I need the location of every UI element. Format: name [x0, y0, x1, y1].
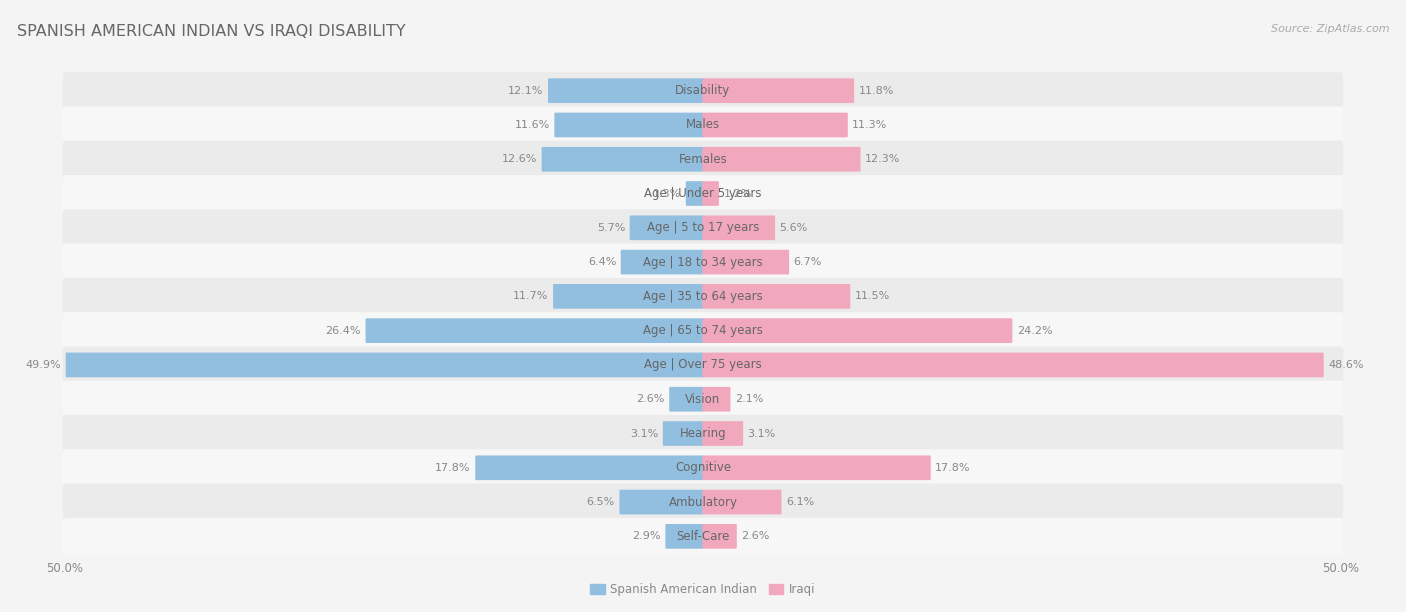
Text: Age | Under 5 years: Age | Under 5 years — [644, 187, 762, 200]
FancyBboxPatch shape — [669, 387, 703, 411]
Text: Age | 65 to 74 years: Age | 65 to 74 years — [643, 324, 763, 337]
FancyBboxPatch shape — [703, 353, 1323, 377]
FancyBboxPatch shape — [66, 353, 703, 377]
Text: 3.1%: 3.1% — [748, 428, 776, 439]
FancyBboxPatch shape — [662, 421, 703, 446]
Text: 12.1%: 12.1% — [508, 86, 544, 95]
Text: 12.3%: 12.3% — [865, 154, 900, 164]
FancyBboxPatch shape — [63, 141, 1343, 177]
Text: 17.8%: 17.8% — [935, 463, 970, 473]
Text: Ambulatory: Ambulatory — [668, 496, 738, 509]
FancyBboxPatch shape — [703, 387, 731, 411]
Text: 26.4%: 26.4% — [326, 326, 361, 335]
Text: 11.5%: 11.5% — [855, 291, 890, 301]
Text: 6.1%: 6.1% — [786, 497, 814, 507]
Text: Age | 5 to 17 years: Age | 5 to 17 years — [647, 222, 759, 234]
Text: 11.8%: 11.8% — [859, 86, 894, 95]
Text: 11.3%: 11.3% — [852, 120, 887, 130]
Text: 17.8%: 17.8% — [436, 463, 471, 473]
FancyBboxPatch shape — [63, 518, 1343, 555]
FancyBboxPatch shape — [703, 524, 737, 549]
Text: Self-Care: Self-Care — [676, 530, 730, 543]
FancyBboxPatch shape — [703, 250, 789, 274]
Text: Disability: Disability — [675, 84, 731, 97]
FancyBboxPatch shape — [541, 147, 703, 171]
Text: 1.2%: 1.2% — [724, 188, 752, 198]
Text: SPANISH AMERICAN INDIAN VS IRAQI DISABILITY: SPANISH AMERICAN INDIAN VS IRAQI DISABIL… — [17, 24, 405, 40]
FancyBboxPatch shape — [548, 78, 703, 103]
Text: 48.6%: 48.6% — [1329, 360, 1364, 370]
Text: 2.9%: 2.9% — [633, 531, 661, 542]
Text: 2.6%: 2.6% — [741, 531, 769, 542]
Text: Age | 35 to 64 years: Age | 35 to 64 years — [643, 290, 763, 303]
FancyBboxPatch shape — [63, 346, 1343, 384]
FancyBboxPatch shape — [703, 455, 931, 480]
FancyBboxPatch shape — [63, 483, 1343, 521]
FancyBboxPatch shape — [703, 490, 782, 515]
FancyBboxPatch shape — [63, 244, 1343, 281]
Text: 12.6%: 12.6% — [502, 154, 537, 164]
FancyBboxPatch shape — [63, 312, 1343, 349]
FancyBboxPatch shape — [686, 181, 703, 206]
FancyBboxPatch shape — [703, 181, 718, 206]
Text: Age | Over 75 years: Age | Over 75 years — [644, 359, 762, 371]
FancyBboxPatch shape — [63, 449, 1343, 487]
FancyBboxPatch shape — [63, 209, 1343, 246]
FancyBboxPatch shape — [553, 284, 703, 308]
FancyBboxPatch shape — [703, 284, 851, 308]
FancyBboxPatch shape — [620, 490, 703, 515]
FancyBboxPatch shape — [63, 106, 1343, 143]
FancyBboxPatch shape — [703, 215, 775, 240]
Legend: Spanish American Indian, Iraqi: Spanish American Indian, Iraqi — [586, 578, 820, 600]
FancyBboxPatch shape — [63, 175, 1343, 212]
Text: 24.2%: 24.2% — [1017, 326, 1053, 335]
FancyBboxPatch shape — [703, 78, 855, 103]
FancyBboxPatch shape — [63, 72, 1343, 109]
Text: Vision: Vision — [685, 393, 721, 406]
FancyBboxPatch shape — [703, 421, 744, 446]
Text: 5.7%: 5.7% — [596, 223, 626, 233]
FancyBboxPatch shape — [475, 455, 703, 480]
FancyBboxPatch shape — [63, 278, 1343, 315]
Text: 1.3%: 1.3% — [652, 188, 682, 198]
Text: Cognitive: Cognitive — [675, 461, 731, 474]
Text: Age | 18 to 34 years: Age | 18 to 34 years — [643, 256, 763, 269]
FancyBboxPatch shape — [366, 318, 703, 343]
Text: Hearing: Hearing — [679, 427, 727, 440]
Text: 49.9%: 49.9% — [25, 360, 62, 370]
FancyBboxPatch shape — [630, 215, 703, 240]
Text: 2.6%: 2.6% — [637, 394, 665, 404]
Text: Males: Males — [686, 119, 720, 132]
Text: 6.5%: 6.5% — [586, 497, 614, 507]
Text: Source: ZipAtlas.com: Source: ZipAtlas.com — [1271, 24, 1389, 34]
FancyBboxPatch shape — [703, 113, 848, 137]
Text: 6.4%: 6.4% — [588, 257, 616, 267]
FancyBboxPatch shape — [620, 250, 703, 274]
FancyBboxPatch shape — [703, 318, 1012, 343]
FancyBboxPatch shape — [63, 381, 1343, 418]
Text: 3.1%: 3.1% — [630, 428, 658, 439]
FancyBboxPatch shape — [554, 113, 703, 137]
Text: 5.6%: 5.6% — [779, 223, 808, 233]
FancyBboxPatch shape — [63, 415, 1343, 452]
Text: 11.6%: 11.6% — [515, 120, 550, 130]
Text: Females: Females — [679, 153, 727, 166]
FancyBboxPatch shape — [703, 147, 860, 171]
FancyBboxPatch shape — [665, 524, 703, 549]
Text: 6.7%: 6.7% — [793, 257, 823, 267]
Text: 11.7%: 11.7% — [513, 291, 548, 301]
Text: 2.1%: 2.1% — [735, 394, 763, 404]
